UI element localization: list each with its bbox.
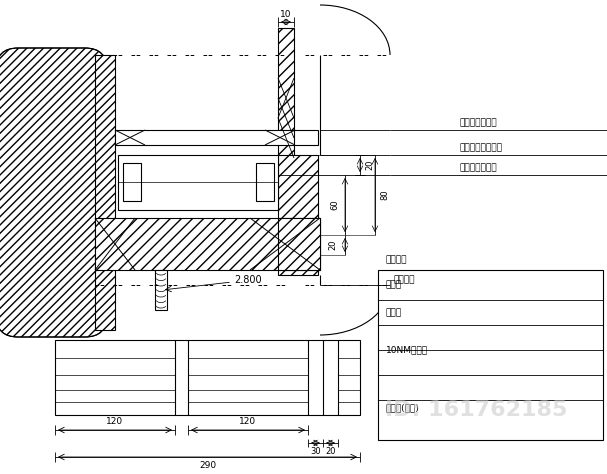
Bar — [294, 130, 318, 145]
Text: 20: 20 — [325, 447, 336, 456]
Text: 深色木夹板饰面: 深色木夹板饰面 — [460, 118, 498, 128]
Bar — [278, 28, 294, 173]
Bar — [95, 55, 115, 330]
Bar — [278, 218, 320, 270]
Text: 290: 290 — [199, 462, 216, 471]
Bar — [123, 163, 141, 201]
Bar — [378, 270, 603, 440]
Text: 20: 20 — [365, 160, 375, 170]
Text: 九夹板: 九夹板 — [386, 308, 402, 317]
Text: 深色木实木收口线: 深色木实木收口线 — [460, 144, 503, 153]
Text: 墙体基层: 墙体基层 — [386, 255, 407, 264]
Text: 10: 10 — [280, 9, 292, 18]
Text: 120: 120 — [239, 417, 257, 426]
Bar — [155, 270, 167, 310]
Text: 木龙骨: 木龙骨 — [386, 281, 402, 290]
Bar — [256, 163, 274, 201]
Bar — [278, 155, 318, 275]
Bar — [118, 155, 278, 210]
Bar — [55, 340, 360, 415]
Text: ID: 161762185: ID: 161762185 — [385, 400, 568, 420]
Text: 墙体基层: 墙体基层 — [393, 275, 415, 284]
Text: 10NM绵羊皮: 10NM绵羊皮 — [386, 346, 428, 355]
FancyBboxPatch shape — [0, 48, 107, 337]
Text: 2.800: 2.800 — [234, 275, 262, 285]
Text: 120: 120 — [106, 417, 124, 426]
Text: 30: 30 — [310, 447, 321, 456]
Text: 软包边(夹杆): 软包边(夹杆) — [386, 403, 420, 412]
Text: 60: 60 — [330, 200, 339, 210]
Text: 80: 80 — [381, 190, 390, 201]
Bar — [115, 130, 295, 145]
Text: 20: 20 — [328, 240, 337, 250]
Text: 浅伯削黄大理石: 浅伯削黄大理石 — [460, 164, 498, 173]
Bar — [95, 218, 320, 270]
